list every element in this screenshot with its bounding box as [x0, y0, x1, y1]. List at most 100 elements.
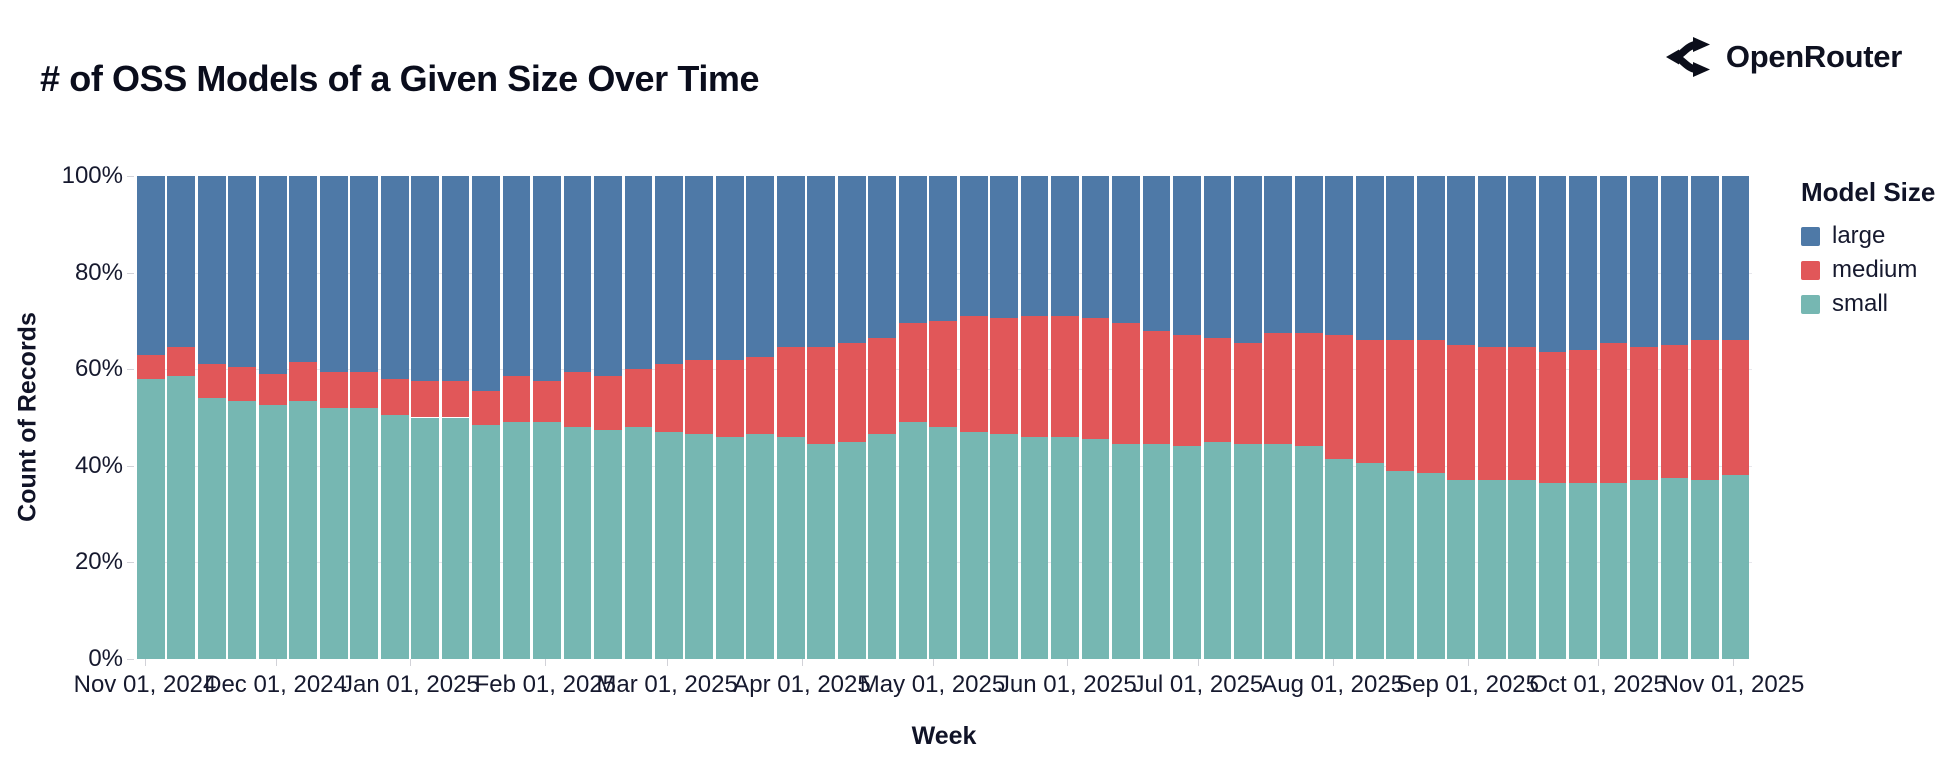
bar-segment-large[interactable] — [655, 176, 683, 365]
bar-segment-small[interactable] — [1355, 463, 1384, 659]
bar-segment-medium[interactable] — [1294, 332, 1323, 447]
bar-week-2025-02-23[interactable] — [655, 176, 683, 659]
bar-segment-small[interactable] — [1477, 480, 1506, 659]
bar-segment-large[interactable] — [685, 176, 714, 360]
bar-segment-medium[interactable] — [1233, 342, 1262, 445]
bar-week-2025-07-27[interactable] — [1325, 176, 1354, 659]
bar-segment-medium[interactable] — [868, 337, 897, 435]
bar-week-2025-05-18[interactable] — [1020, 176, 1049, 659]
bar-week-2025-08-17[interactable] — [1416, 176, 1445, 659]
bar-week-2025-02-09[interactable] — [594, 176, 622, 659]
bar-segment-small[interactable] — [472, 424, 500, 659]
bar-week-2025-03-02[interactable] — [685, 176, 714, 659]
bar-week-2025-10-12[interactable] — [1660, 176, 1689, 659]
bar-segment-large[interactable] — [1173, 176, 1201, 336]
bar-week-2024-12-15[interactable] — [350, 176, 379, 659]
bar-segment-medium[interactable] — [746, 357, 775, 435]
bar-week-2025-04-13[interactable] — [868, 176, 897, 659]
bar-segment-small[interactable] — [655, 431, 683, 659]
bar-week-2025-08-03[interactable] — [1355, 176, 1384, 659]
bar-week-2025-08-10[interactable] — [1386, 176, 1415, 659]
bar-segment-medium[interactable] — [197, 364, 226, 399]
bar-segment-medium[interactable] — [1142, 330, 1171, 445]
bar-week-2024-12-29[interactable] — [411, 176, 440, 659]
bar-segment-medium[interactable] — [1477, 347, 1506, 481]
bar-segment-medium[interactable] — [1416, 340, 1445, 474]
bar-week-2025-01-19[interactable] — [502, 176, 531, 659]
bar-week-2025-09-14[interactable] — [1538, 176, 1567, 659]
bar-segment-medium[interactable] — [594, 376, 622, 430]
bar-segment-large[interactable] — [502, 176, 531, 377]
bar-week-2024-11-17[interactable] — [228, 176, 257, 659]
bar-segment-large[interactable] — [1233, 176, 1262, 343]
bar-segment-small[interactable] — [898, 422, 927, 659]
bar-segment-large[interactable] — [1142, 176, 1171, 331]
bar-segment-medium[interactable] — [655, 364, 683, 432]
bar-segment-medium[interactable] — [990, 318, 1018, 435]
bar-segment-small[interactable] — [1538, 482, 1567, 659]
bar-segment-large[interactable] — [746, 176, 775, 358]
bar-segment-large[interactable] — [837, 176, 866, 343]
bar-segment-large[interactable] — [1020, 176, 1049, 317]
bar-segment-small[interactable] — [137, 378, 165, 659]
bar-segment-large[interactable] — [411, 176, 440, 382]
bar-segment-medium[interactable] — [624, 369, 653, 428]
bar-segment-medium[interactable] — [1051, 316, 1079, 437]
bar-week-2025-08-31[interactable] — [1477, 176, 1506, 659]
bar-segment-medium[interactable] — [1538, 352, 1567, 483]
bar-week-2025-01-12[interactable] — [472, 176, 500, 659]
bar-segment-medium[interactable] — [1508, 347, 1536, 481]
bar-segment-small[interactable] — [1051, 436, 1079, 659]
bar-segment-small[interactable] — [746, 434, 775, 659]
bar-week-2024-10-27[interactable] — [137, 176, 165, 659]
bar-segment-large[interactable] — [898, 176, 927, 324]
bar-segment-medium[interactable] — [1630, 347, 1658, 481]
bar-segment-small[interactable] — [990, 434, 1018, 659]
bar-segment-medium[interactable] — [441, 381, 470, 418]
bar-week-2024-12-22[interactable] — [380, 176, 409, 659]
bar-segment-large[interactable] — [1447, 176, 1476, 346]
bar-segment-small[interactable] — [1081, 439, 1110, 659]
bar-segment-small[interactable] — [258, 405, 287, 659]
bar-segment-small[interactable] — [1721, 475, 1750, 659]
bar-segment-large[interactable] — [624, 176, 653, 370]
bar-week-2025-08-24[interactable] — [1447, 176, 1476, 659]
bar-week-2024-11-10[interactable] — [197, 176, 226, 659]
bar-segment-medium[interactable] — [807, 347, 836, 445]
bar-segment-medium[interactable] — [1020, 316, 1049, 437]
bar-segment-large[interactable] — [167, 176, 196, 348]
bar-segment-medium[interactable] — [1660, 345, 1689, 478]
bar-week-2024-12-08[interactable] — [319, 176, 348, 659]
bar-segment-small[interactable] — [1660, 477, 1689, 659]
bar-week-2025-05-04[interactable] — [959, 176, 988, 659]
bar-segment-large[interactable] — [1569, 176, 1597, 350]
bar-segment-medium[interactable] — [1691, 340, 1719, 481]
bar-segment-large[interactable] — [137, 176, 165, 355]
bar-segment-small[interactable] — [319, 407, 348, 659]
bar-segment-large[interactable] — [1294, 176, 1323, 333]
bar-week-2025-03-23[interactable] — [776, 176, 805, 659]
bar-week-2025-07-13[interactable] — [1264, 176, 1293, 659]
bar-segment-large[interactable] — [350, 176, 379, 372]
bar-week-2025-04-06[interactable] — [837, 176, 866, 659]
bar-segment-medium[interactable] — [715, 359, 744, 437]
bar-segment-medium[interactable] — [1355, 340, 1384, 464]
bar-week-2025-02-16[interactable] — [624, 176, 653, 659]
bar-segment-large[interactable] — [1508, 176, 1536, 348]
bar-segment-medium[interactable] — [1112, 323, 1140, 445]
bar-week-2025-04-27[interactable] — [929, 176, 958, 659]
bar-segment-small[interactable] — [1386, 470, 1415, 659]
bar-segment-medium[interactable] — [1447, 345, 1476, 481]
bar-segment-large[interactable] — [441, 176, 470, 382]
bar-segment-medium[interactable] — [1569, 349, 1597, 483]
bar-segment-medium[interactable] — [563, 371, 592, 428]
bar-segment-medium[interactable] — [1081, 318, 1110, 440]
bar-segment-medium[interactable] — [411, 381, 440, 418]
bar-segment-medium[interactable] — [1173, 335, 1201, 447]
bar-segment-large[interactable] — [807, 176, 836, 348]
bar-segment-medium[interactable] — [472, 390, 500, 425]
bar-segment-medium[interactable] — [137, 354, 165, 379]
bar-week-2025-09-28[interactable] — [1599, 176, 1628, 659]
bar-segment-small[interactable] — [1203, 441, 1232, 659]
bar-week-2025-03-16[interactable] — [746, 176, 775, 659]
